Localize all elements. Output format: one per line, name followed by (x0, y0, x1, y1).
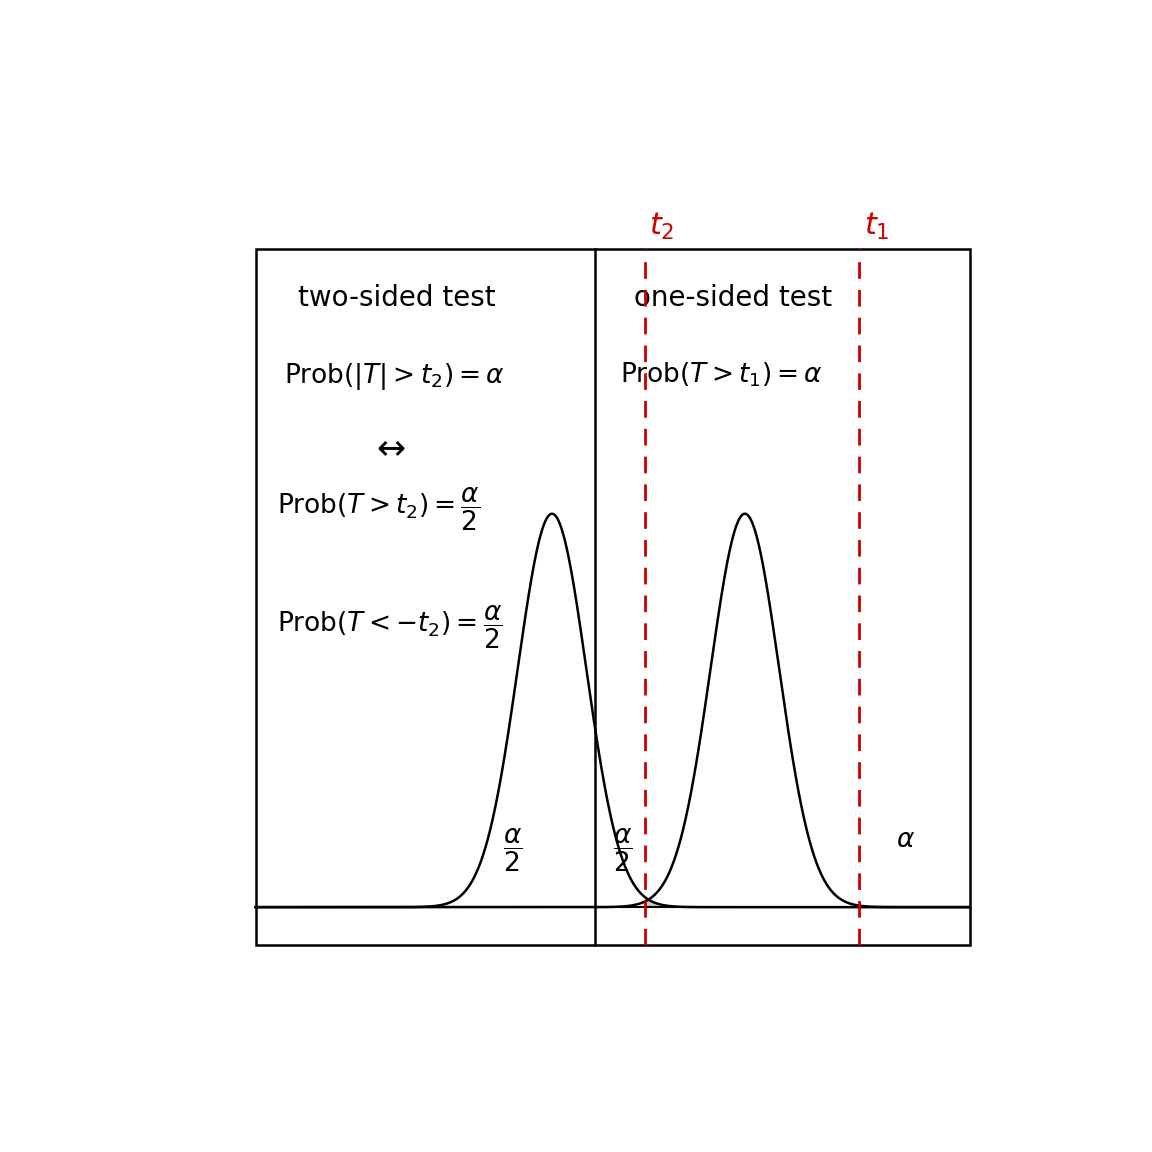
Text: $\mathrm{Prob}(|T| > t_2) = \alpha$: $\mathrm{Prob}(|T| > t_2) = \alpha$ (285, 361, 505, 392)
Polygon shape (645, 897, 970, 907)
Text: one-sided test: one-sided test (634, 283, 832, 312)
Text: $\mathrm{Prob}(T < -t_2) = \dfrac{\alpha}{2}$: $\mathrm{Prob}(T < -t_2) = \dfrac{\alpha… (276, 605, 502, 652)
Text: $\dfrac{\alpha}{2}$: $\dfrac{\alpha}{2}$ (613, 827, 632, 874)
Text: $\dfrac{\alpha}{2}$: $\dfrac{\alpha}{2}$ (503, 827, 522, 874)
Text: two-sided test: two-sided test (298, 283, 497, 312)
Polygon shape (859, 905, 970, 907)
Text: $t_2$: $t_2$ (650, 211, 675, 242)
Text: $\leftrightarrow$: $\leftrightarrow$ (370, 430, 406, 464)
Text: $\mathrm{Prob}(T > t_1) = \alpha$: $\mathrm{Prob}(T > t_1) = \alpha$ (620, 361, 823, 389)
Text: $\mathrm{Prob}(T > t_2) = \dfrac{\alpha}{2}$: $\mathrm{Prob}(T > t_2) = \dfrac{\alpha}… (276, 486, 480, 533)
Bar (256, 249, 970, 946)
Text: $t_1$: $t_1$ (864, 211, 889, 242)
Text: $\alpha$: $\alpha$ (896, 827, 915, 854)
